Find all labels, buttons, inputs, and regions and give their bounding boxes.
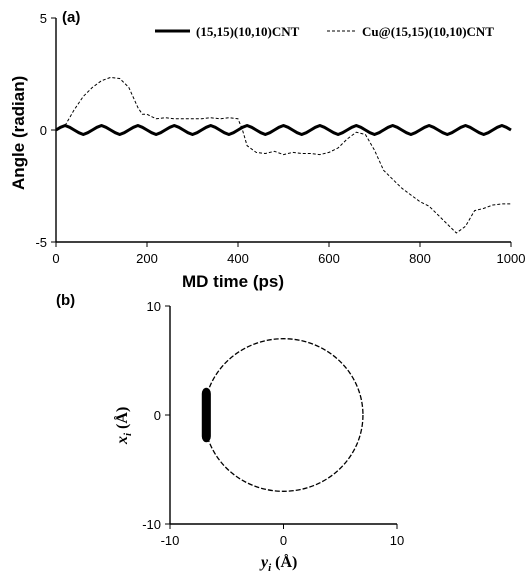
- panel-b-ylabel: xi (Å): [113, 407, 134, 445]
- panel-a-xtick-label: 1000: [497, 251, 526, 266]
- panel-b-ytick-label: 10: [147, 299, 161, 314]
- panel-a-xtick-label: 800: [409, 251, 431, 266]
- panel-b-xtick-label: 10: [390, 533, 404, 548]
- panel-a-ylabel: Angle (radian): [9, 76, 28, 190]
- panel-a-xtick-label: 400: [227, 251, 249, 266]
- panel-a-xtick-label: 0: [52, 251, 59, 266]
- panel-a-axes: 0 200 400 600 800 1000 -5 0 5: [35, 11, 525, 266]
- trajectory-ring: [203, 338, 364, 492]
- panel-a-xlabel: MD time (ps): [182, 272, 284, 291]
- panel-b-xlabel: yi (Å): [259, 553, 297, 574]
- panel-a-label: (a): [62, 9, 80, 26]
- panel-a-xtick-label: 600: [318, 251, 340, 266]
- panel-b-label: (b): [56, 292, 75, 309]
- panel-a-legend: (15,15)(10,10)CNT Cu@(15,15)(10,10)CNT: [155, 24, 494, 39]
- panel-a-ytick-label: 5: [40, 11, 47, 26]
- legend-label-cnt: (15,15)(10,10)CNT: [196, 24, 300, 39]
- legend-label-cu-cnt: Cu@(15,15)(10,10)CNT: [362, 24, 494, 39]
- panel-a: (a) 0 200 400 600 800 1000 -5 0 5 (15,15)(10,10)…: [9, 9, 525, 291]
- panel-b-series: [201, 338, 364, 492]
- panel-b-ytick-label: 0: [154, 408, 161, 423]
- panel-a-xtick-label: 200: [136, 251, 158, 266]
- panel-a-ytick-label: 0: [40, 123, 47, 138]
- panel-b-xtick-label: -10: [161, 533, 180, 548]
- series-line-cnt: [55, 124, 512, 136]
- panel-b-ytick-label: -10: [142, 517, 161, 532]
- panel-a-ytick-label: -5: [35, 235, 47, 250]
- series-line-cu-cnt: [55, 76, 511, 234]
- trajectory-cluster: [201, 387, 211, 443]
- panel-b-axes: -10 0 10 -10 0 10: [142, 299, 404, 548]
- panel-b: (b) -10 0 10 -10 0 10 yi (Å) xi (Å): [56, 292, 404, 574]
- panel-a-series: [55, 76, 512, 234]
- panel-b-xtick-label: 0: [280, 533, 287, 548]
